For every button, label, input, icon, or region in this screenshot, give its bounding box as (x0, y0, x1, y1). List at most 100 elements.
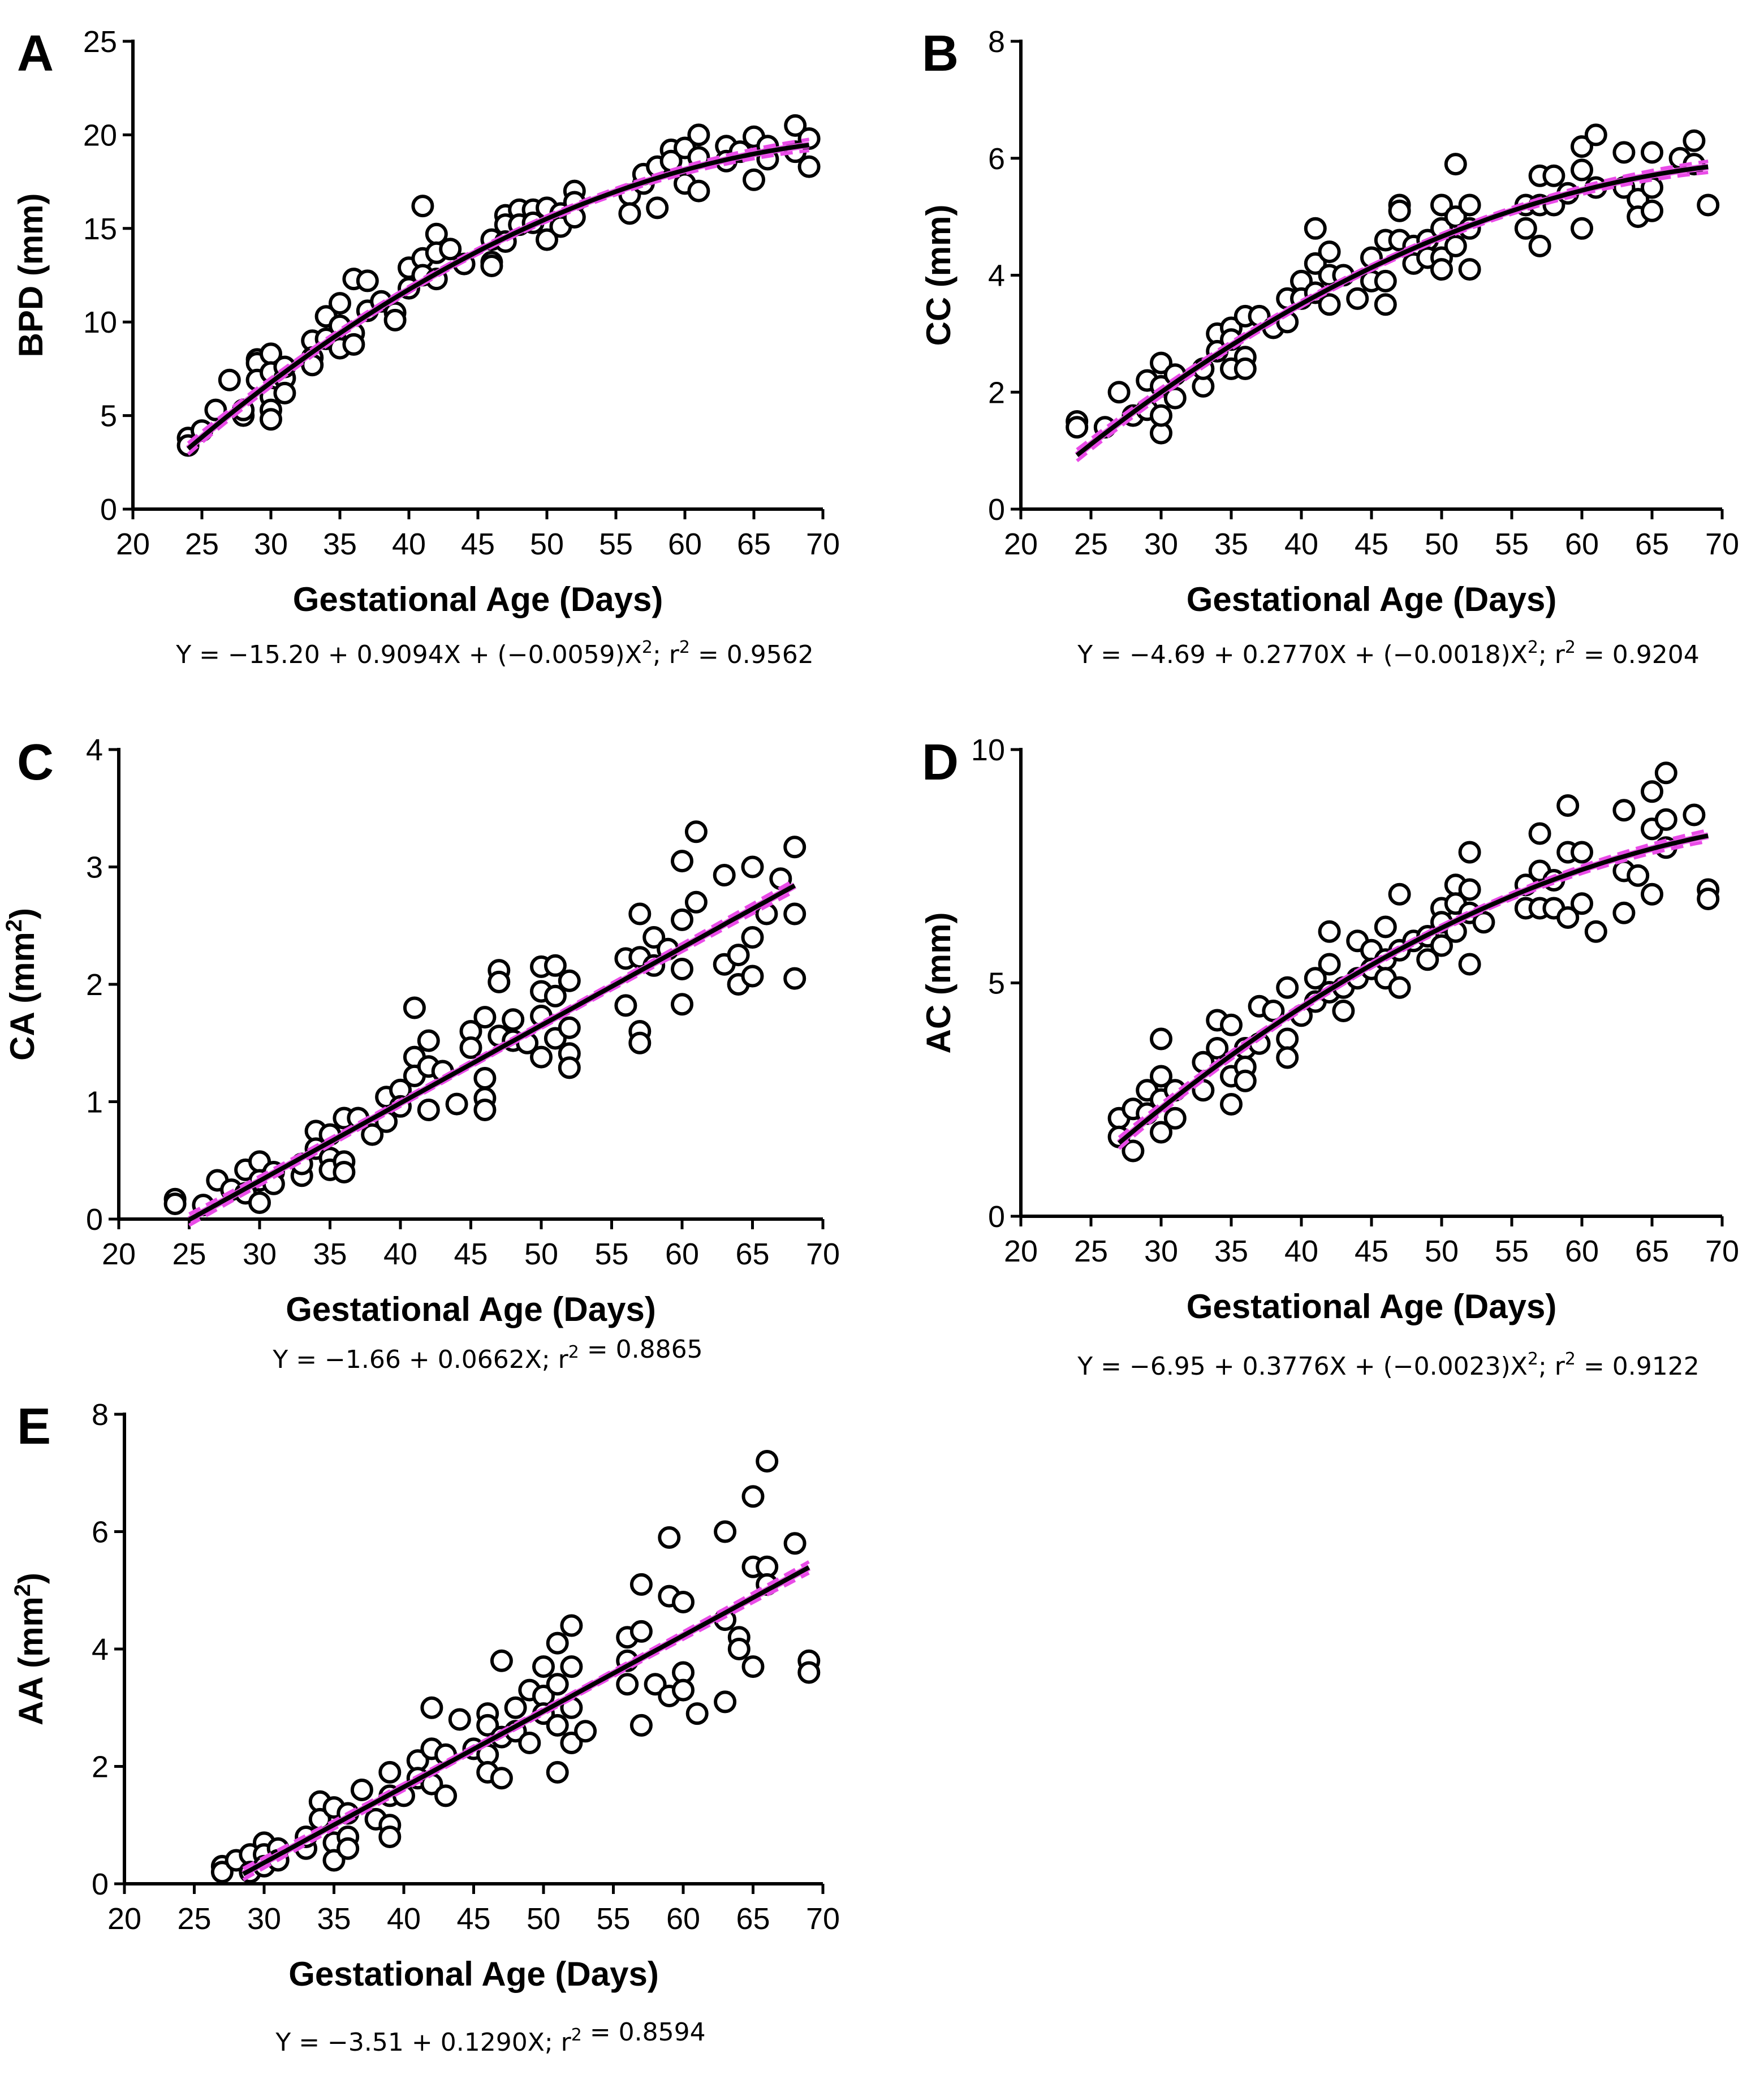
data-point (672, 1678, 695, 1702)
x-tick-label: 50 (1425, 527, 1459, 561)
data-point (417, 1099, 440, 1122)
data-point (1641, 882, 1663, 906)
panel-b: B 20 25 30 35 40 45 50 55 60 65 70 0 2 4 6 8 Gestational … (920, 25, 1739, 669)
data-point (727, 1638, 751, 1660)
data-point (448, 1708, 471, 1731)
ci-lower-line (242, 1571, 810, 1882)
y-tick-label: 10 (83, 305, 117, 339)
data-point (574, 1720, 597, 1743)
data-point (1612, 141, 1636, 164)
data-point (783, 967, 806, 990)
panel-e: E 20 25 30 35 40 45 50 55 60 65 70 0 2 4 6 8 Gestational … (10, 1398, 840, 2057)
data-point (1528, 234, 1551, 257)
data-point (337, 1837, 360, 1860)
data-points (1066, 123, 1720, 445)
data-point (536, 228, 558, 251)
ci-lower-line (188, 889, 796, 1227)
data-point (1304, 252, 1327, 275)
data-point (1571, 841, 1593, 864)
data-point (1514, 217, 1537, 240)
y-tick-label: 25 (83, 25, 117, 59)
x-axis-title: Gestational Age (Days) (1187, 580, 1557, 618)
data-point (558, 969, 581, 992)
data-point (333, 1161, 356, 1183)
data-point (1318, 953, 1341, 976)
data-points (176, 114, 821, 457)
regression-equation: Y = −3.51 + 0.1290X; r2 = 0.8594 (275, 2018, 705, 2057)
y-axis-title: CA (mm2) (2, 908, 41, 1061)
data-point (614, 994, 637, 1017)
x-tick-label: 30 (243, 1237, 277, 1271)
data-point (741, 1485, 765, 1508)
y-tick-label: 6 (92, 1516, 109, 1549)
panel-a: A 20 25 30 35 40 45 50 55 60 65 70 0 5 10 15 20 25 Gestati… (12, 25, 840, 669)
data-point (1150, 1027, 1172, 1051)
x-tick-label: 25 (1074, 527, 1108, 561)
y-tick-label: 0 (100, 493, 117, 527)
data-points (210, 1450, 821, 1884)
data-point (273, 381, 296, 404)
panel-letter-d: D (922, 734, 959, 791)
data-point (685, 1702, 709, 1725)
data-point (378, 1826, 402, 1848)
regression-equation: Y = −15.20 + 0.9094X + (−0.0059)X2; r2 =… (175, 638, 814, 669)
y-tick-label: 2 (86, 968, 103, 1002)
x-tick-label: 25 (172, 1237, 206, 1271)
x-tick-label: 40 (387, 1902, 421, 1936)
data-point (1458, 258, 1481, 281)
data-point (1444, 153, 1467, 176)
data-point (1163, 386, 1187, 410)
y-tick-label: 15 (83, 212, 117, 246)
x-tick-label: 25 (185, 527, 219, 561)
x-tick-label: 40 (1284, 1234, 1318, 1268)
y-axis-title: AC (mm) (920, 912, 958, 1054)
x-tick-label: 45 (454, 1237, 488, 1271)
data-point (1542, 164, 1565, 187)
data-point (504, 1696, 527, 1719)
x-tick-label: 40 (1284, 527, 1318, 561)
y-tick-label: 10 (971, 733, 1005, 767)
data-point (727, 944, 750, 967)
data-point (646, 196, 669, 219)
x-tick-label: 30 (1144, 1234, 1178, 1268)
data-point (1150, 404, 1172, 427)
data-point (434, 1784, 458, 1807)
data-point (1571, 135, 1593, 158)
x-tick-label: 30 (247, 1902, 281, 1936)
data-point (1220, 1093, 1243, 1116)
data-point (1304, 217, 1327, 240)
x-tick-label: 65 (735, 1237, 769, 1271)
data-point (1458, 878, 1481, 901)
x-tick-label: 50 (527, 1902, 560, 1936)
x-tick-label: 70 (806, 1902, 840, 1936)
data-point (361, 1123, 384, 1146)
data-point (684, 890, 708, 914)
regression-line (188, 883, 796, 1222)
data-point (1472, 911, 1495, 934)
data-point (616, 1673, 639, 1696)
data-point (1683, 803, 1706, 826)
y-tick-label: 4 (86, 733, 103, 767)
data-point (473, 1006, 497, 1029)
x-tick-label: 35 (1214, 1234, 1248, 1268)
x-tick-label: 35 (1214, 527, 1248, 561)
data-point (546, 1631, 569, 1655)
ci-upper-line (188, 878, 796, 1216)
data-point (741, 855, 764, 879)
x-tick-label: 60 (668, 527, 702, 561)
x-axis-title: Gestational Age (Days) (288, 1955, 659, 1993)
x-tick-label: 60 (665, 1237, 699, 1271)
data-point (1556, 906, 1580, 929)
data-point (1233, 1069, 1257, 1092)
data-point (783, 902, 806, 925)
data-point (1556, 794, 1580, 817)
regression-equation: Y = −6.95 + 0.3776X + (−0.0023)X2; r2 = … (1077, 1349, 1700, 1381)
y-axis-title: BPD (mm) (12, 193, 50, 357)
data-point (530, 1045, 553, 1069)
x-tick-label: 65 (737, 527, 771, 561)
x-tick-label: 60 (1565, 1234, 1599, 1268)
y-tick-label: 6 (988, 142, 1005, 176)
x-axis-title: Gestational Age (Days) (1187, 1288, 1557, 1325)
data-point (329, 292, 351, 315)
